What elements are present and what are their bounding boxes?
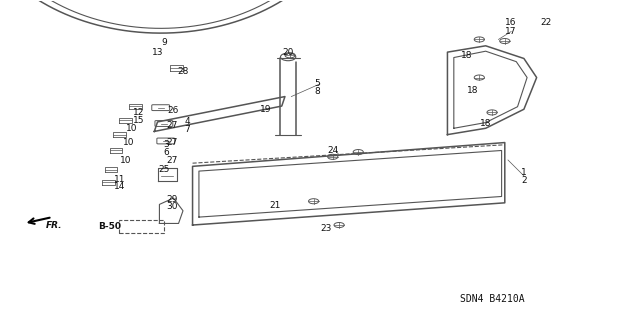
Text: B-50: B-50	[98, 222, 121, 231]
FancyBboxPatch shape	[152, 105, 170, 111]
Text: 25: 25	[158, 165, 170, 174]
Text: 6: 6	[163, 148, 169, 156]
Text: 2: 2	[521, 176, 527, 185]
Text: 26: 26	[168, 106, 179, 115]
Text: 29: 29	[166, 195, 178, 204]
Text: 14: 14	[113, 182, 125, 191]
Text: 27: 27	[166, 156, 178, 164]
Text: 12: 12	[132, 108, 144, 117]
Text: 30: 30	[166, 203, 178, 212]
Text: 18: 18	[480, 119, 492, 128]
Text: 4: 4	[185, 117, 190, 126]
Text: 22: 22	[541, 18, 552, 27]
FancyBboxPatch shape	[157, 138, 175, 144]
Text: 13: 13	[152, 48, 163, 57]
Text: 28: 28	[177, 67, 189, 76]
Text: 27: 27	[166, 138, 178, 147]
Text: 1: 1	[521, 168, 527, 177]
Text: 24: 24	[327, 146, 339, 155]
Text: 10: 10	[123, 138, 134, 147]
Text: 3: 3	[163, 140, 169, 148]
Text: 16: 16	[506, 18, 517, 27]
Text: 9: 9	[161, 38, 167, 47]
Text: 10: 10	[126, 124, 138, 133]
Text: 5: 5	[314, 79, 320, 88]
Text: 18: 18	[467, 86, 479, 95]
Text: 17: 17	[506, 27, 517, 36]
Text: 10: 10	[120, 156, 131, 164]
Text: 7: 7	[184, 125, 190, 134]
Text: 20: 20	[282, 48, 294, 57]
FancyBboxPatch shape	[155, 121, 173, 126]
Text: 19: 19	[260, 105, 271, 114]
Text: 8: 8	[314, 87, 320, 96]
Text: 21: 21	[269, 202, 281, 211]
Text: 11: 11	[113, 174, 125, 184]
Text: 23: 23	[321, 224, 332, 233]
Text: 27: 27	[166, 121, 178, 130]
Text: SDN4 B4210A: SDN4 B4210A	[460, 294, 525, 304]
Text: 15: 15	[132, 116, 144, 125]
Text: 18: 18	[461, 51, 472, 60]
Text: FR.: FR.	[45, 220, 62, 229]
